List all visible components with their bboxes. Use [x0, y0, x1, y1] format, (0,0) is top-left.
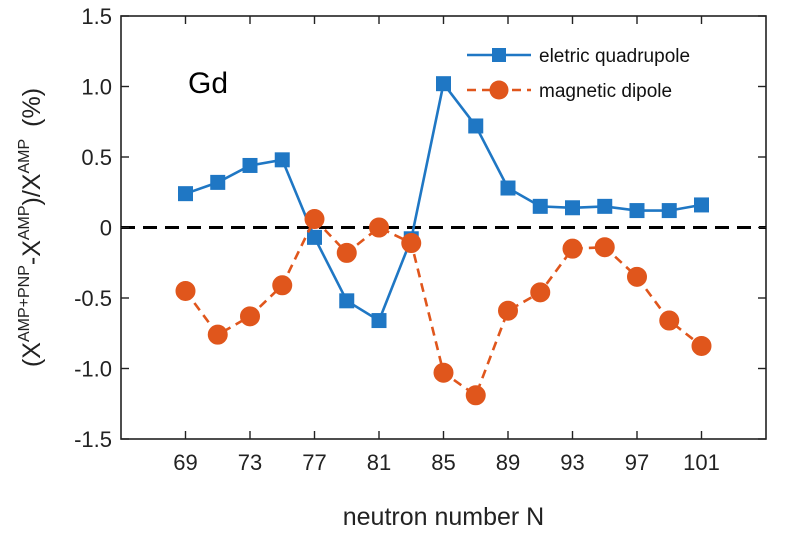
- y-axis-label: (XAMP+PNP-XAMP)/XAMP(%): [16, 88, 46, 367]
- x-tick-label: 73: [238, 450, 262, 475]
- y-label-superscript-3: AMP: [16, 139, 33, 174]
- y-label-unit: (%): [18, 88, 46, 127]
- data-point-magnetic-dipole: [562, 238, 583, 259]
- y-label-part-mid: -X: [18, 240, 46, 265]
- x-tick-label: 69: [173, 450, 197, 475]
- y-tick-label: 1.0: [81, 75, 112, 100]
- element-annotation: Gd: [188, 67, 228, 100]
- data-point-magnetic-dipole: [691, 335, 712, 356]
- data-point-magnetic-dipole: [594, 237, 615, 258]
- x-tick-label: 101: [683, 450, 720, 475]
- y-tick-label: 1.5: [81, 4, 112, 29]
- data-point-eletric-quadrupole: [532, 198, 548, 214]
- y-label-superscript-1: AMP+PNP: [16, 265, 33, 342]
- data-point-eletric-quadrupole: [210, 174, 226, 190]
- x-axis-label: neutron number N: [343, 503, 545, 531]
- data-point-eletric-quadrupole: [500, 180, 516, 196]
- legend-label-magnetic-dipole: magnetic dipole: [539, 81, 672, 102]
- data-point-magnetic-dipole: [207, 324, 228, 345]
- data-point-magnetic-dipole: [336, 242, 357, 263]
- series-layer: [175, 76, 712, 406]
- legend: eletric quadrupole magnetic dipole: [467, 46, 690, 102]
- data-point-eletric-quadrupole: [629, 203, 645, 219]
- axis-ticks: 69 73 77 81 85 89 93 97 101 -1.5 -1.0 -0.5 0 0.5 1.0 1.…: [74, 4, 766, 475]
- y-tick-label: -1.5: [74, 427, 112, 452]
- y-tick-label: 0.5: [81, 145, 112, 170]
- legend-label-eletric-quadrupole: eletric quadrupole: [539, 46, 690, 67]
- data-point-magnetic-dipole: [465, 385, 486, 406]
- x-tick-label: 81: [367, 450, 391, 475]
- data-point-eletric-quadrupole: [242, 157, 258, 173]
- data-point-magnetic-dipole: [627, 266, 647, 287]
- y-label-part-open: (X: [18, 342, 46, 367]
- legend-marker-magnetic-dipole: [489, 80, 509, 100]
- x-tick-label: 89: [496, 450, 520, 475]
- data-point-eletric-quadrupole: [694, 197, 709, 213]
- y-label-part-slash: )/X: [18, 173, 46, 205]
- data-point-eletric-quadrupole: [178, 186, 193, 202]
- legend-marker-eletric-quadrupole: [492, 48, 506, 62]
- data-point-magnetic-dipole: [304, 209, 325, 230]
- data-point-magnetic-dipole: [401, 233, 422, 254]
- data-point-magnetic-dipole: [659, 310, 680, 331]
- y-tick-label: -0.5: [74, 286, 112, 311]
- data-point-eletric-quadrupole: [565, 200, 580, 216]
- data-point-eletric-quadrupole: [597, 198, 613, 214]
- data-point-magnetic-dipole: [369, 217, 389, 238]
- y-tick-label: -1.0: [74, 357, 112, 382]
- data-point-magnetic-dipole: [175, 280, 196, 301]
- data-point-magnetic-dipole: [498, 300, 518, 321]
- series-line-eletric-quadrupole: [185, 80, 702, 323]
- data-point-eletric-quadrupole: [468, 118, 484, 134]
- y-tick-label: 0: [100, 216, 112, 241]
- data-point-eletric-quadrupole: [307, 229, 322, 245]
- data-point-magnetic-dipole: [240, 306, 260, 327]
- data-point-eletric-quadrupole: [339, 293, 355, 309]
- x-tick-label: 97: [625, 450, 649, 475]
- data-point-magnetic-dipole: [272, 275, 293, 296]
- x-tick-label: 77: [302, 450, 326, 475]
- data-point-magnetic-dipole: [530, 282, 551, 303]
- data-point-eletric-quadrupole: [436, 76, 451, 92]
- y-label-superscript-2: AMP: [16, 205, 33, 240]
- data-point-eletric-quadrupole: [274, 152, 290, 168]
- data-point-eletric-quadrupole: [371, 313, 387, 329]
- x-tick-label: 93: [560, 450, 584, 475]
- x-tick-label: 85: [431, 450, 455, 475]
- data-point-eletric-quadrupole: [661, 203, 677, 219]
- data-point-magnetic-dipole: [433, 362, 454, 383]
